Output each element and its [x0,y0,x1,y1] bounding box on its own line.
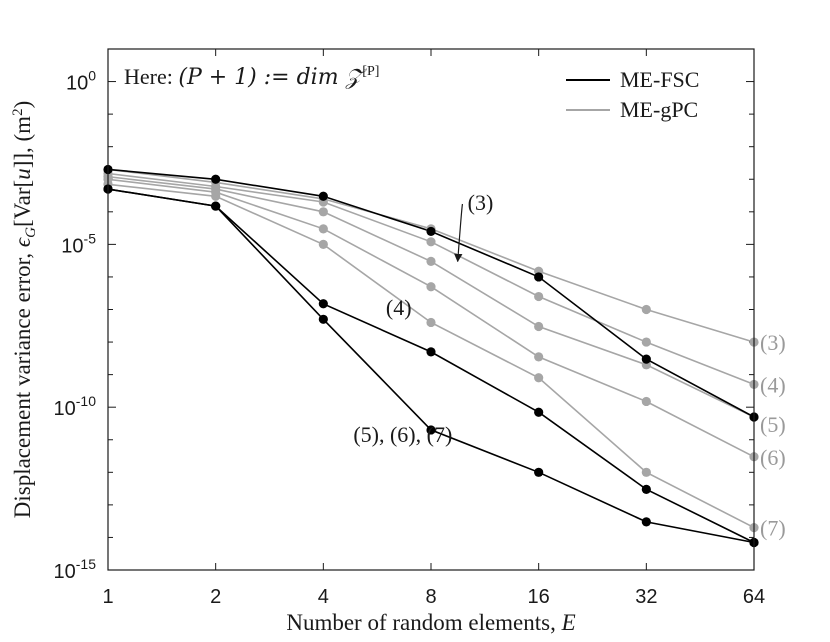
annotation-label: (3) [468,190,494,215]
data-point-me-fsc-3 [641,354,651,364]
data-point-me-fsc-4 [641,484,651,494]
data-point-me-gpc-3 [641,304,651,315]
data-point-me-fsc-5-6-7 [426,425,436,435]
x-tick-label: 32 [635,586,657,608]
annotations: (3) (4) (5), (6), (7) (3) (4) (5) (6) (7) [353,190,785,541]
annotation-label: (4) [760,372,786,397]
data-point-me-fsc-4 [318,299,328,309]
data-point-me-gpc-7 [426,317,436,328]
data-point-me-fsc-3 [211,174,221,184]
axis-ticks: 1 2 4 8 16 32 64 100 10-5 10-10 10-15 [54,49,765,608]
data-point-me-gpc-4 [641,337,651,347]
y-tick-label: 100 [66,68,96,95]
data-point-me-fsc-4 [426,347,436,357]
data-point-me-gpc-7 [641,467,651,477]
annotation-label: (5), (6), (7) [353,422,452,447]
data-point-me-gpc-5 [426,256,436,267]
series-line-me-gpc-5 [107,175,755,418]
x-tick-label: 64 [743,586,765,608]
data-point-me-gpc-6 [318,224,328,234]
data-point-me-gpc-7 [318,239,328,249]
data-point-me-gpc-5 [318,207,328,217]
data-point-me-gpc-6 [641,396,651,407]
annotation-label: (3) [760,330,786,355]
y-tick-label: 10-15 [54,556,97,583]
y-tick-label: 10-5 [61,230,96,257]
legend-label-me-gpc: ME-gPC [620,97,698,122]
data-point-me-fsc-5-6-7 [318,314,328,324]
y-axis-label: Displacement variance error, ϵG[Var[u]],… [10,101,39,519]
x-tick-label: 4 [318,586,329,608]
data-point-me-fsc-5-6-7 [211,201,221,211]
data-point-me-fsc-3 [426,226,436,237]
data-point-me-gpc-5 [534,321,544,332]
series-markers [103,164,759,548]
note-text: Here: (P + 1) := dim 𝒵[P] [124,64,379,90]
data-point-me-gpc-7 [534,373,544,383]
legend: ME-FSC ME-gPC [566,67,699,122]
data-point-me-fsc-4 [534,407,544,417]
data-point-me-fsc-3 [318,191,328,201]
y-tick-label: 10-10 [54,393,97,420]
annotation-label: (7) [760,516,786,541]
data-point-me-gpc-6 [534,352,544,362]
plot-frame [107,48,755,571]
series-line-me-fsc-3 [107,168,755,418]
data-point-me-gpc-4 [534,291,544,302]
minor-ticks [108,48,754,538]
data-point-me-fsc-5-6-7 [641,517,651,527]
x-axis-label: Number of random elements, E [286,610,575,635]
annotation-arrow [454,203,464,263]
annotation-label: (4) [386,295,412,320]
x-tick-label: 8 [425,586,436,608]
data-point-me-gpc-7 [211,191,221,201]
data-point-me-fsc-5-6-7 [534,467,544,477]
x-tick-label: 1 [102,586,113,608]
data-point-me-fsc-3 [534,272,544,282]
annotation-label: (5) [760,412,786,437]
data-point-me-gpc-6 [426,282,436,292]
legend-label-me-fsc: ME-FSC [620,67,699,92]
data-point-me-gpc-4 [426,237,436,247]
x-tick-label: 2 [210,586,221,608]
x-tick-label: 16 [528,586,550,608]
annotation-label: (6) [760,445,786,470]
